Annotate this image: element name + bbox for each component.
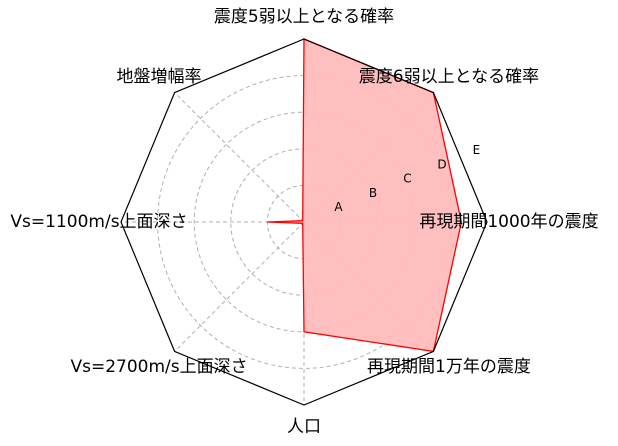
data-polygon xyxy=(267,38,463,353)
ring-label: A xyxy=(334,200,343,214)
ring-label: E xyxy=(473,143,481,157)
axis-label: 地盤増幅率 xyxy=(117,67,202,87)
radial-gridline xyxy=(174,92,305,223)
ring-label: D xyxy=(437,157,446,171)
ring-label: B xyxy=(369,186,377,200)
chart-frame xyxy=(120,38,488,406)
frame-layer xyxy=(120,38,488,406)
axis-label-layer: 震度5弱以上となる確率震度6弱以上となる確率再現期間1000年の震度再現期間1万… xyxy=(10,7,598,437)
radial-gridline xyxy=(174,221,305,352)
axis-label: 再現期間1万年の震度 xyxy=(367,357,531,377)
ring-label: C xyxy=(403,172,411,186)
ring-label-layer: A B C D E xyxy=(334,143,480,214)
axis-label: 人口 xyxy=(287,417,321,437)
axis-label: 震度6弱以上となる確率 xyxy=(359,67,539,87)
axis-label: 震度5弱以上となる確率 xyxy=(214,7,394,27)
series-layer xyxy=(267,38,463,353)
axis-label: Vs=1100m/s上面深さ xyxy=(10,212,187,232)
axis-label: Vs=2700m/s上面深さ xyxy=(70,357,247,377)
axis-label: 再現期間1000年の震度 xyxy=(419,212,598,232)
